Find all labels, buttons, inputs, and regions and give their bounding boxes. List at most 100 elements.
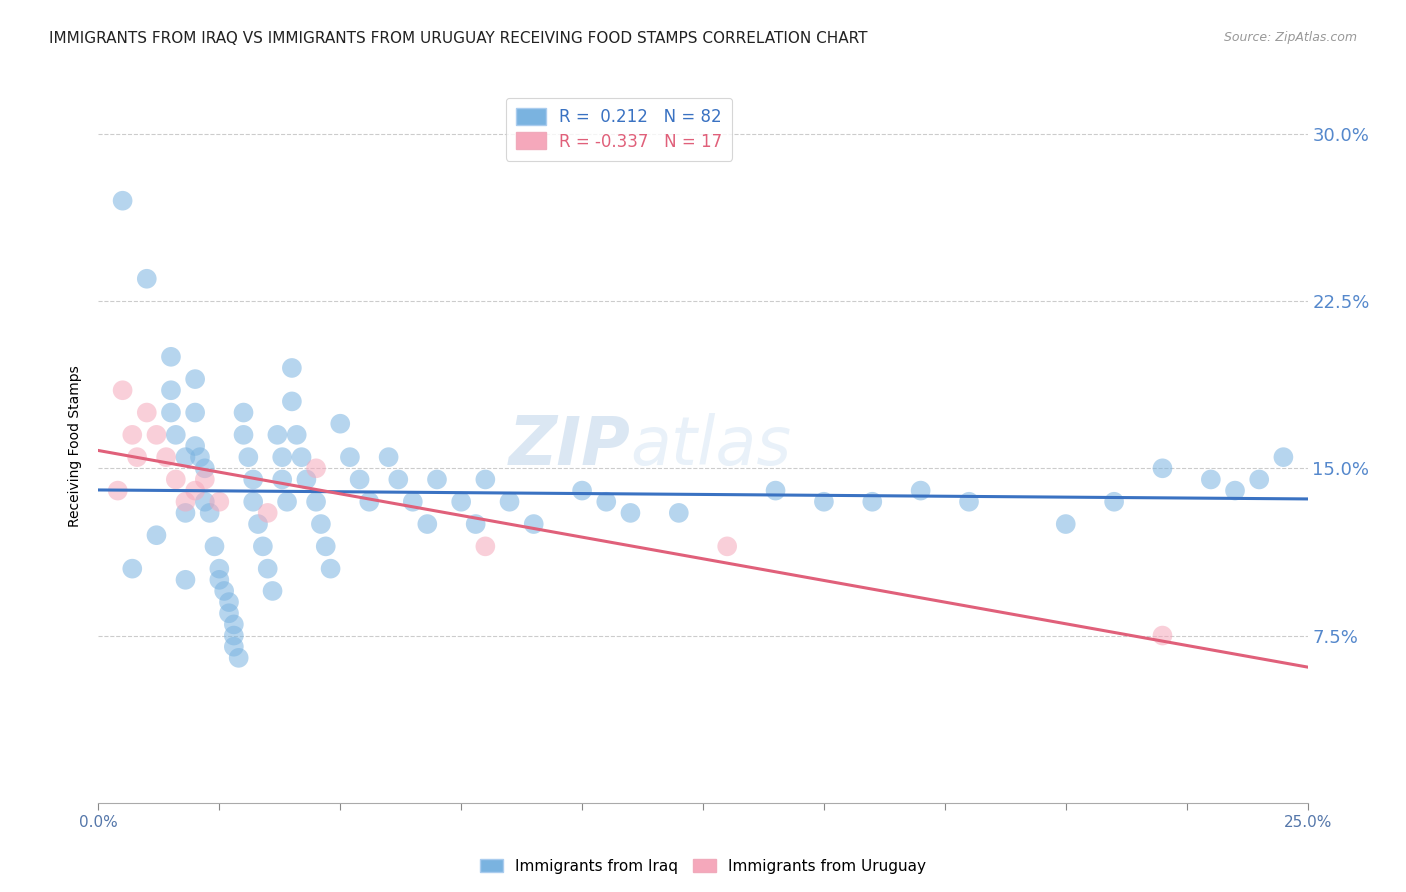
Point — [571, 483, 593, 498]
Legend: R =  0.212   N = 82, R = -0.337   N = 17: R = 0.212 N = 82, R = -0.337 N = 17 — [506, 97, 733, 161]
Point — [957, 494, 980, 508]
Point — [174, 494, 197, 508]
Point — [595, 494, 617, 508]
Point — [262, 583, 284, 598]
Point — [135, 271, 157, 285]
Point — [319, 562, 342, 576]
Point — [188, 450, 211, 464]
Point — [155, 450, 177, 464]
Point — [145, 427, 167, 442]
Point — [523, 516, 546, 531]
Point — [218, 595, 240, 609]
Point — [160, 405, 183, 419]
Point — [1102, 494, 1125, 508]
Point — [121, 427, 143, 442]
Point — [184, 372, 207, 386]
Point — [281, 394, 304, 409]
Point — [242, 494, 264, 508]
Point — [910, 483, 932, 498]
Point — [315, 539, 337, 553]
Point — [194, 494, 217, 508]
Point — [285, 427, 308, 442]
Point — [242, 473, 264, 487]
Point — [208, 494, 231, 508]
Point — [222, 628, 245, 642]
Point — [339, 450, 361, 464]
Point — [305, 494, 328, 508]
Point — [1152, 461, 1174, 475]
Point — [165, 473, 187, 487]
Point — [271, 450, 294, 464]
Point — [184, 483, 207, 498]
Point — [266, 427, 288, 442]
Point — [174, 506, 197, 520]
Point — [256, 506, 278, 520]
Point — [359, 494, 381, 508]
Point — [1152, 628, 1174, 642]
Point — [238, 450, 260, 464]
Point — [276, 494, 298, 508]
Point — [184, 405, 207, 419]
Point — [194, 461, 217, 475]
Point — [281, 360, 304, 375]
Point — [1223, 483, 1246, 498]
Point — [160, 384, 183, 398]
Text: IMMIGRANTS FROM IRAQ VS IMMIGRANTS FROM URUGUAY RECEIVING FOOD STAMPS CORRELATIO: IMMIGRANTS FROM IRAQ VS IMMIGRANTS FROM … — [49, 31, 868, 46]
Point — [204, 539, 226, 553]
Point — [1249, 473, 1271, 487]
Point — [127, 450, 149, 464]
Point — [387, 473, 409, 487]
Point — [174, 573, 197, 587]
Point — [305, 461, 328, 475]
Point — [232, 427, 254, 442]
Point — [165, 427, 187, 442]
Point — [450, 494, 472, 508]
Point — [498, 494, 520, 508]
Point — [228, 651, 250, 665]
Text: ZIP: ZIP — [509, 413, 630, 479]
Point — [107, 483, 129, 498]
Point — [349, 473, 371, 487]
Point — [402, 494, 425, 508]
Point — [111, 384, 134, 398]
Point — [474, 473, 496, 487]
Point — [860, 494, 883, 508]
Point — [174, 450, 197, 464]
Point — [1199, 473, 1222, 487]
Point — [256, 562, 278, 576]
Point — [194, 473, 217, 487]
Point — [813, 494, 835, 508]
Point — [145, 528, 167, 542]
Point — [290, 450, 312, 464]
Point — [765, 483, 787, 498]
Point — [160, 350, 183, 364]
Point — [426, 473, 449, 487]
Point — [668, 506, 690, 520]
Point — [222, 640, 245, 654]
Text: atlas: atlas — [630, 413, 792, 479]
Point — [329, 417, 352, 431]
Point — [121, 562, 143, 576]
Point — [247, 516, 270, 531]
Point — [212, 583, 235, 598]
Y-axis label: Receiving Food Stamps: Receiving Food Stamps — [69, 365, 83, 527]
Point — [416, 516, 439, 531]
Text: Source: ZipAtlas.com: Source: ZipAtlas.com — [1223, 31, 1357, 45]
Point — [208, 562, 231, 576]
Point — [295, 473, 318, 487]
Point — [377, 450, 399, 464]
Point — [619, 506, 641, 520]
Point — [271, 473, 294, 487]
Point — [309, 516, 332, 531]
Point — [252, 539, 274, 553]
Point — [184, 439, 207, 453]
Point — [464, 516, 486, 531]
Point — [474, 539, 496, 553]
Point — [135, 405, 157, 419]
Point — [716, 539, 738, 553]
Point — [218, 607, 240, 621]
Point — [232, 405, 254, 419]
Point — [1054, 516, 1077, 531]
Point — [198, 506, 221, 520]
Point — [1272, 450, 1295, 464]
